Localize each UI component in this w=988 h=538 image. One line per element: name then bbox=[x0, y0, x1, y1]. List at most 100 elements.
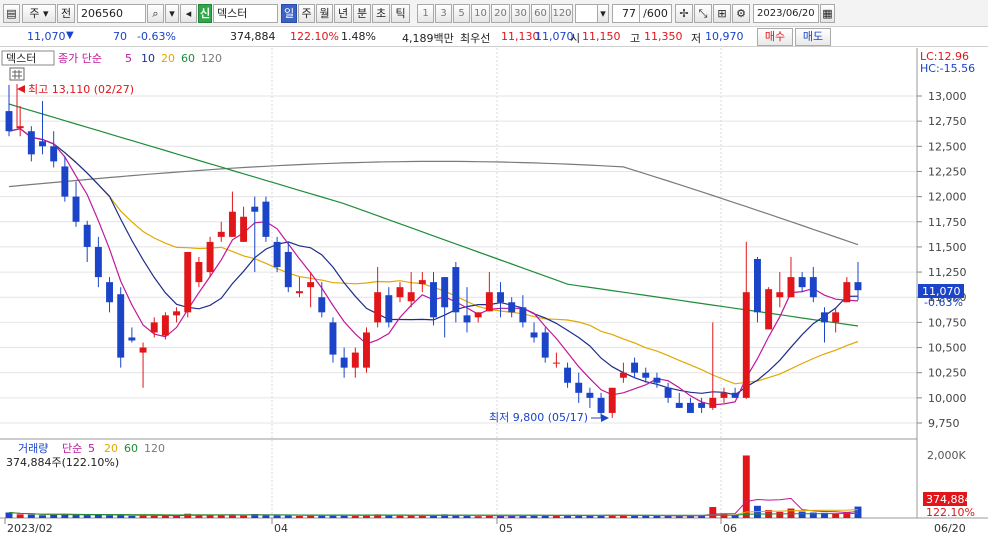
current-price-tag bbox=[918, 284, 964, 298]
candle-body bbox=[284, 251, 292, 288]
chart-menu-icon[interactable]: ▤ bbox=[3, 4, 20, 23]
candle-body bbox=[195, 262, 203, 283]
interval-10[interactable]: 10 bbox=[471, 4, 490, 23]
date-input[interactable]: 2023/06/20 bbox=[753, 4, 819, 23]
x-tick-label: 05 bbox=[499, 522, 513, 535]
candle-body bbox=[485, 292, 493, 312]
period-tick[interactable]: 틱 bbox=[391, 4, 410, 23]
volume-bar bbox=[709, 507, 717, 518]
period-day[interactable]: 일 bbox=[281, 4, 297, 23]
price-panel-title-box[interactable] bbox=[1, 50, 55, 66]
low-label: 저 bbox=[691, 32, 702, 45]
candle-body bbox=[396, 287, 404, 298]
price-panel-title[interactable]: 덱스터 bbox=[6, 52, 36, 65]
candle-body bbox=[83, 224, 91, 247]
interval-5[interactable]: 5 bbox=[453, 4, 470, 23]
stock-name-field[interactable]: 덱스터 bbox=[213, 4, 278, 23]
y-tick-label: 11,500 bbox=[928, 241, 967, 254]
candle-body bbox=[597, 397, 605, 413]
volume-bar bbox=[664, 515, 672, 518]
count-input[interactable]: 77 bbox=[612, 4, 640, 23]
candle-body bbox=[608, 387, 616, 413]
y-tick-label: 10,250 bbox=[928, 367, 967, 380]
volume-panel-title[interactable]: 거래량 bbox=[18, 442, 48, 455]
trend-tool-icon[interactable]: ⤡ bbox=[694, 4, 712, 23]
volume-bar bbox=[809, 512, 817, 518]
candle-body bbox=[72, 196, 80, 222]
prev-button[interactable]: 전 bbox=[57, 4, 75, 23]
candle-body bbox=[843, 282, 851, 303]
calendar-icon[interactable]: ▦ bbox=[820, 4, 835, 23]
volume-bar bbox=[564, 515, 572, 518]
candle-body bbox=[742, 292, 750, 398]
vol-legend-ma20: 20 bbox=[104, 442, 118, 455]
price-chart[interactable]: 13,000 12,750 12,500 12,250 12,000 11,750 11,5… bbox=[0, 48, 988, 538]
x-tick-label: 2023/02 bbox=[7, 522, 53, 535]
interval-1[interactable]: 1 bbox=[417, 4, 434, 23]
volume-bar bbox=[50, 514, 58, 518]
search-icon[interactable]: ⌕ bbox=[147, 4, 164, 23]
candle-body bbox=[720, 392, 728, 398]
candle-body bbox=[106, 282, 114, 303]
market-select[interactable]: 주 ▾ bbox=[22, 4, 56, 23]
legend-ma10: 10 bbox=[141, 52, 155, 65]
candle-body bbox=[329, 322, 337, 355]
volume-bar bbox=[742, 455, 750, 518]
y-tick-label: 10,750 bbox=[928, 316, 967, 329]
settings-icon[interactable]: ⚙ bbox=[732, 4, 750, 23]
candle-body bbox=[530, 332, 538, 338]
interval-dropdown-icon[interactable]: ▾ bbox=[597, 4, 609, 23]
interval-30[interactable]: 30 bbox=[511, 4, 530, 23]
candle-body bbox=[552, 362, 560, 364]
volume-bar bbox=[430, 515, 437, 518]
volume-bar bbox=[262, 515, 270, 518]
candle-body bbox=[809, 277, 817, 298]
candle-body bbox=[653, 377, 661, 383]
interval-20[interactable]: 20 bbox=[491, 4, 510, 23]
candle-body bbox=[273, 241, 281, 268]
y-tick-label: 12,500 bbox=[928, 140, 967, 153]
volume-bar bbox=[441, 514, 449, 518]
period-week[interactable]: 주 bbox=[298, 4, 315, 23]
volume-bar bbox=[653, 515, 661, 518]
volume-tag bbox=[923, 492, 967, 506]
stock-code-input[interactable]: 206560 bbox=[77, 4, 146, 23]
interval-120[interactable]: 120 bbox=[551, 4, 573, 23]
period-month[interactable]: 월 bbox=[316, 4, 333, 23]
grid-tool-icon[interactable]: ⊞ bbox=[713, 4, 731, 23]
low-price: 10,970 bbox=[705, 30, 744, 43]
interval-3[interactable]: 3 bbox=[435, 4, 452, 23]
candle-body bbox=[430, 282, 437, 318]
candle-body bbox=[686, 402, 694, 413]
interval-60[interactable]: 60 bbox=[531, 4, 550, 23]
candle-body bbox=[318, 297, 326, 313]
volume-bar bbox=[94, 514, 102, 518]
candle-body bbox=[854, 282, 862, 291]
lc-value: LC:12.96 bbox=[920, 50, 969, 63]
zoom-icon[interactable]: ✢ bbox=[675, 4, 693, 23]
candles bbox=[5, 84, 862, 418]
period-minute[interactable]: 분 bbox=[353, 4, 371, 23]
volume-bar bbox=[329, 515, 337, 518]
candle-body bbox=[474, 312, 482, 318]
best-ask: 11,130 bbox=[501, 30, 540, 43]
table-toggle-icon[interactable] bbox=[9, 67, 25, 81]
candle-body bbox=[541, 332, 549, 358]
y-tick-label: 10,000 bbox=[928, 392, 967, 405]
volume-bar bbox=[698, 515, 706, 518]
buy-button[interactable]: 매수 bbox=[757, 28, 793, 46]
speaker-icon[interactable]: ◂ bbox=[180, 4, 197, 23]
sell-button[interactable]: 매도 bbox=[795, 28, 831, 46]
volume-bar bbox=[731, 515, 739, 518]
period-year[interactable]: 년 bbox=[334, 4, 352, 23]
y-tick-label: 11,750 bbox=[928, 216, 967, 229]
period-second[interactable]: 초 bbox=[372, 4, 390, 23]
dropdown-arrow-icon[interactable]: ▾ bbox=[165, 4, 179, 23]
candle-body bbox=[642, 372, 650, 378]
volume-bar bbox=[374, 514, 382, 518]
y-tick-label: 9,750 bbox=[928, 417, 960, 430]
volume-bar bbox=[284, 515, 292, 518]
turnover-rate: 1.48% bbox=[341, 30, 376, 43]
candle-body bbox=[340, 357, 348, 368]
